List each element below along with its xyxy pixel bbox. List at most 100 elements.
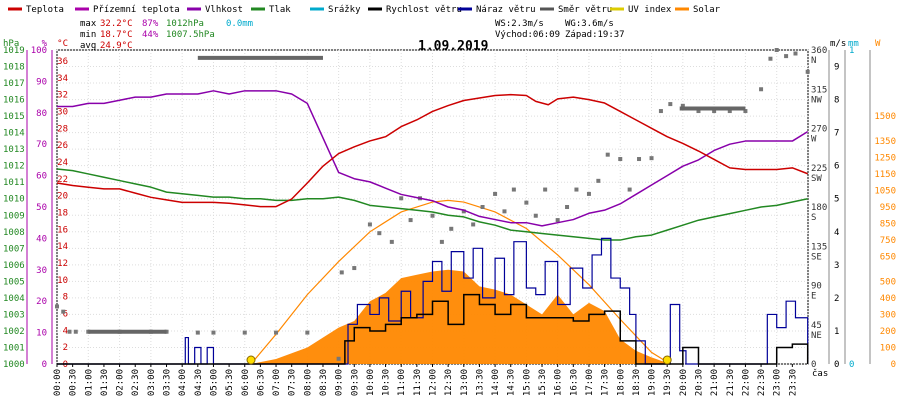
wind-direction-point — [480, 205, 485, 209]
stat-wg: WG:3.6m/s — [565, 19, 614, 29]
axis-degc-tick: 36 — [57, 57, 68, 67]
axis-degc-tick: 20 — [57, 192, 68, 202]
x-tick-label: 12:00 — [429, 369, 439, 396]
axis-w-tick: 200 — [880, 327, 896, 337]
axis-w-tick: 1150 — [874, 170, 896, 180]
wind-direction-point — [712, 109, 717, 114]
axis-mm-title: mm — [848, 39, 859, 49]
wind-direction-point — [784, 54, 789, 59]
wind-direction-point — [211, 330, 216, 335]
x-tick-label: 11:30 — [413, 369, 423, 396]
legend-label: Náraz větru — [476, 5, 536, 15]
axis-dir-tick: 360 — [811, 46, 827, 56]
wind-direction-point — [439, 239, 444, 244]
axis-w-tick: 400 — [880, 294, 896, 304]
stat-max-label: max — [80, 19, 97, 29]
wind-direction-point — [389, 239, 394, 244]
wind-direction-point — [533, 213, 538, 218]
x-tick-label: 14:30 — [507, 369, 517, 396]
axis-ms-tick: 7 — [834, 129, 839, 139]
axis-degc-tick: 0 — [63, 360, 68, 370]
stats-block: max 32.2°C 87% 1012hPa 0.0mm min 18.7°C … — [80, 19, 625, 51]
series-temperature-line — [56, 93, 808, 208]
chart-legend: Teplota Přízemní teplota Vlhkost Tlak Srážky… — [8, 5, 721, 15]
series-gust-line — [57, 237, 809, 365]
axis-degc-tick: 32 — [57, 91, 68, 101]
axis-dir-tick: 90 — [811, 282, 822, 292]
wind-direction-point — [242, 330, 247, 335]
axis-hpa-tick: 1014 — [3, 129, 25, 139]
axis-w-tick: 500 — [880, 277, 896, 287]
x-tick-label: 05:00 — [209, 369, 219, 396]
axis-dir-compass: NE — [811, 331, 822, 341]
x-tick-label: 21:00 — [710, 369, 720, 396]
wind-direction-point — [502, 209, 507, 214]
wind-direction-point — [67, 329, 72, 334]
axis-degc-tick: 8 — [63, 293, 68, 303]
axis-degc-tick: 16 — [57, 225, 68, 235]
wind-direction-point — [768, 56, 773, 61]
stat-max-hum: 87% — [142, 19, 159, 29]
stat-sunrise: Východ:06:09 — [495, 30, 560, 40]
axis-hpa-tick: 1015 — [3, 112, 25, 122]
axis-w-tick: 950 — [880, 203, 896, 213]
axis-hpa-tick: 1008 — [3, 228, 25, 238]
x-tick-label: 20:30 — [694, 369, 704, 396]
wind-direction-point — [696, 109, 701, 114]
x-tick-label: 23:00 — [773, 369, 783, 396]
wind-direction-point — [367, 222, 372, 227]
axis-pct-tick: 0 — [42, 360, 47, 370]
axis-degc-tick: 34 — [57, 74, 68, 84]
legend-label: Teplota — [26, 5, 64, 15]
x-tick-label: 16:00 — [554, 369, 564, 396]
x-tick-label: 06:30 — [256, 369, 266, 396]
wind-direction-point — [586, 191, 591, 196]
x-tick-label: 00:00 — [53, 369, 63, 396]
x-tick-label: 15:00 — [522, 369, 532, 396]
wind-direction-point — [195, 330, 200, 335]
legend-label: UV index — [628, 5, 672, 15]
wind-direction-point — [61, 309, 66, 314]
wind-direction-point — [637, 157, 642, 162]
wind-direction-point — [605, 152, 610, 157]
axis-dir-compass: S — [811, 213, 816, 223]
x-tick-label: 00:30 — [69, 369, 79, 396]
axis-ms-title: m/s — [830, 39, 846, 49]
stat-avg-label: avg — [80, 41, 96, 51]
axis-hpa-tick: 1012 — [3, 162, 25, 172]
axis-mm-tick: 0 — [849, 360, 854, 370]
wind-direction-point — [555, 218, 560, 223]
axis-hpa-tick: 1000 — [3, 360, 25, 370]
axis-pct-tick: 90 — [36, 77, 47, 87]
series-wind-speed-line — [57, 293, 809, 365]
axis-hpa-tick: 1006 — [3, 261, 25, 271]
wind-direction-point — [336, 356, 341, 361]
wind-direction-point — [461, 209, 466, 214]
wind-direction-point — [352, 266, 357, 271]
axis-degc-tick: 6 — [63, 309, 68, 319]
axis-ms-tick: 0 — [834, 360, 839, 370]
wind-direction-point — [274, 330, 279, 335]
x-tick-label: 10:30 — [382, 369, 392, 396]
axis-degc-tick: 28 — [57, 124, 68, 134]
axis-ms-tick: 6 — [834, 162, 839, 172]
wind-direction-point — [471, 222, 476, 227]
wind-direction-point — [408, 218, 413, 223]
series-solar-area — [251, 269, 671, 364]
legend-label: Rychlost větru — [386, 5, 462, 15]
axis-w-tick: 300 — [880, 310, 896, 320]
wind-direction-point — [680, 103, 685, 108]
axis-dir-compass: SE — [811, 252, 822, 262]
stat-min-hum: 44% — [142, 30, 159, 40]
x-tick-label: 02:00 — [116, 369, 126, 396]
x-tick-label: 03:30 — [163, 369, 173, 396]
axis-w-tick: 1500 — [874, 112, 896, 122]
x-tick-label: 04:30 — [194, 369, 204, 396]
wind-direction-point — [805, 69, 810, 74]
axis-degc-tick: 26 — [57, 141, 68, 151]
axis-w-tick: 1050 — [874, 186, 896, 196]
x-tick-label: 01:00 — [84, 369, 94, 396]
axis-pct-tick: 70 — [36, 140, 47, 150]
x-tick-label: 17:00 — [585, 369, 595, 396]
